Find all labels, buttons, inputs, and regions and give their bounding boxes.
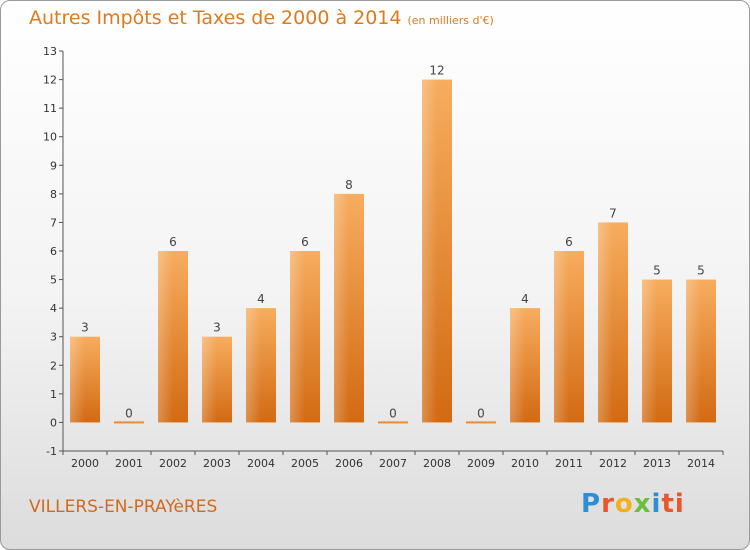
y-tick-label: 3 (50, 331, 57, 344)
y-tick-label: 0 (50, 416, 57, 429)
value-label: 6 (565, 235, 573, 249)
y-tick-label: 9 (50, 159, 57, 172)
value-label: 3 (213, 321, 221, 335)
y-tick-label: 10 (43, 131, 57, 144)
bar-highlight (246, 308, 261, 423)
value-label: 4 (521, 292, 529, 306)
bar (114, 421, 144, 424)
value-label: 3 (81, 321, 89, 335)
x-tick-label: 2009 (467, 457, 495, 470)
bar-highlight (598, 222, 613, 423)
place-name: VILLERS-EN-PRAYèRES (29, 497, 218, 517)
logo-letter: x (633, 489, 652, 519)
x-tick-label: 2006 (335, 457, 363, 470)
chart-title: Autres Impôts et Taxes de 2000 à 2014 (en… (29, 7, 494, 29)
value-label: 4 (257, 292, 265, 306)
value-label: 5 (653, 264, 661, 278)
value-label: 5 (697, 264, 705, 278)
logo-letter: r (601, 489, 615, 519)
value-label: 0 (125, 406, 133, 420)
logo-letter: ti (661, 489, 685, 519)
y-tick-label: 6 (50, 245, 57, 258)
bar-highlight (202, 336, 217, 423)
bar (466, 421, 496, 424)
value-label: 8 (345, 178, 353, 192)
x-tick-label: 2000 (71, 457, 99, 470)
y-tick-label: 1 (50, 388, 57, 401)
x-tick-label: 2013 (643, 457, 671, 470)
value-label: 6 (169, 235, 177, 249)
x-tick-label: 2005 (291, 457, 319, 470)
logo-letter: o (614, 489, 634, 519)
bar-highlight (334, 193, 349, 423)
value-label: 0 (389, 406, 397, 420)
x-tick-label: 2012 (599, 457, 627, 470)
bar-highlight (510, 308, 525, 423)
x-tick-label: 2001 (115, 457, 143, 470)
x-tick-label: 2004 (247, 457, 275, 470)
bar (378, 421, 408, 424)
y-tick-label: 7 (50, 216, 57, 229)
y-tick-label: 12 (43, 74, 57, 87)
bar-highlight (642, 279, 657, 423)
value-label: 12 (429, 64, 444, 78)
y-tick-label: -1 (46, 445, 57, 458)
bar-highlight (686, 279, 701, 423)
y-tick-label: 4 (50, 302, 57, 315)
bar-highlight (422, 79, 437, 423)
x-tick-label: 2007 (379, 457, 407, 470)
y-tick-label: 13 (43, 45, 57, 58)
logo-letter: i (651, 489, 662, 519)
chart-title-text: Autres Impôts et Taxes de 2000 à 2014 (29, 7, 402, 29)
x-tick-label: 2014 (687, 457, 715, 470)
x-tick-label: 2003 (203, 457, 231, 470)
bars (70, 79, 716, 424)
proxiti-logo: Proxiti (581, 489, 685, 519)
logo-letter: P (581, 489, 602, 519)
y-tick-label: 8 (50, 188, 57, 201)
value-label: 6 (301, 235, 309, 249)
y-tick-label: 5 (50, 274, 57, 287)
x-tick-label: 2008 (423, 457, 451, 470)
x-tick-label: 2002 (159, 457, 187, 470)
bar-highlight (554, 251, 569, 423)
x-tick-label: 2011 (555, 457, 583, 470)
x-tick-label: 2010 (511, 457, 539, 470)
bar-highlight (158, 251, 173, 423)
y-tick-label: 11 (43, 102, 57, 115)
y-tick-label: 2 (50, 359, 57, 372)
value-label: 7 (609, 206, 617, 220)
value-label: 0 (477, 406, 485, 420)
bar-highlight (70, 336, 85, 423)
value-labels: 3 0 6 3 4 6 8 0 12 0 4 6 7 5 5 (81, 64, 705, 421)
bar-highlight (290, 251, 305, 423)
chart-subtitle: (en milliers d'€) (407, 14, 494, 27)
